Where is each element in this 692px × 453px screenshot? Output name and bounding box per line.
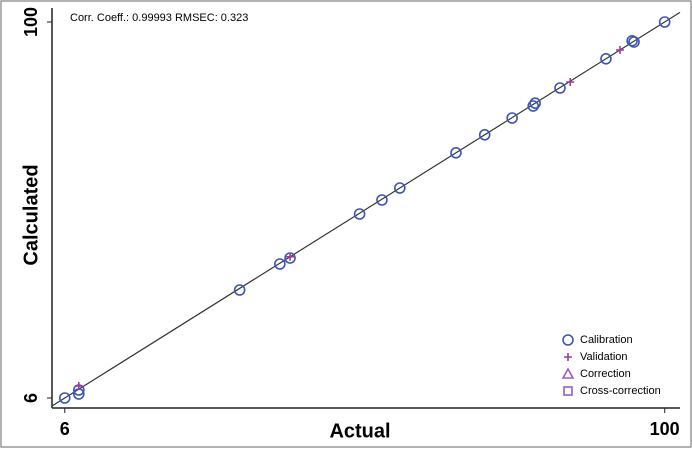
point [600,52,612,65]
legend-label: Cross-correction [580,385,661,397]
legend-marker [564,353,572,361]
legend-label: Calibration [580,334,633,346]
point [478,129,491,141]
point [58,392,71,404]
point [450,147,462,159]
point [274,258,286,270]
point [506,112,518,124]
point [233,284,246,296]
point [616,46,625,54]
point [566,78,575,86]
y-axis-label: Calculated [20,164,42,265]
point [554,82,566,94]
point [628,36,640,48]
point [394,182,406,194]
x-tick-label: 6 [60,419,70,439]
point [74,382,83,390]
point [376,194,388,206]
legend-marker [561,367,575,379]
x-tick-label: 100 [650,419,680,439]
legend-marker [562,334,574,346]
point [658,16,671,28]
point [527,100,540,112]
y-tick-label: 6 [21,393,41,403]
point [286,252,295,261]
point [353,208,366,220]
annotation: Corr. Coeff.: 0.99993 RMSEC: 0.323 [70,12,248,24]
legend-label: Validation [580,351,628,363]
x-axis-label: Actual [329,420,390,442]
point [529,97,541,109]
legend-marker [563,386,573,396]
identity-line [51,11,681,407]
legend-label: Correction [580,368,631,380]
y-tick-label: 100 [21,7,41,37]
